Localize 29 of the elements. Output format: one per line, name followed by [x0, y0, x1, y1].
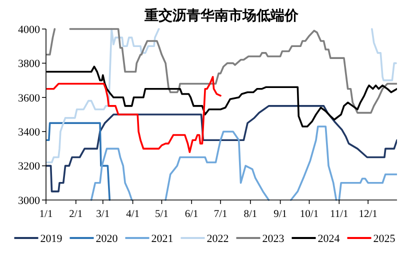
x-tick-label: 2/1 — [69, 209, 83, 220]
y-tick-label: 3600 — [18, 92, 40, 104]
legend-label: 2023 — [262, 232, 285, 245]
x-tick-label: 5/1 — [155, 209, 168, 220]
x-tick-label: 6/1 — [184, 209, 198, 220]
y-tick-label: 3400 — [18, 126, 40, 138]
x-tick-label: 1/1 — [39, 209, 53, 220]
x-tick-label: 12/1 — [358, 209, 378, 220]
legend-label: 2019 — [40, 232, 63, 245]
legend-label: 2021 — [151, 232, 174, 245]
x-tick-label: 9/1 — [274, 209, 288, 220]
x-tick-label: 10/1 — [300, 209, 319, 220]
x-tick-label: 3/1 — [96, 209, 110, 220]
y-tick-label: 3000 — [18, 194, 40, 207]
chart-title: 重交沥青华南市场低端价 — [144, 7, 300, 24]
y-tick-label: 3800 — [18, 58, 40, 70]
legend-label: 2022 — [206, 232, 229, 245]
y-tick-label: 3200 — [18, 160, 40, 173]
y-tick-label: 4000 — [18, 24, 40, 36]
x-tick-label: 4/1 — [126, 209, 140, 220]
legend-label: 2020 — [96, 232, 118, 245]
line-series — [46, 76, 222, 154]
legend-label: 2024 — [318, 232, 340, 245]
line-series — [46, 105, 397, 192]
x-tick-label: 11/1 — [330, 209, 348, 220]
legend-label: 2025 — [373, 232, 396, 245]
line-series — [46, 122, 111, 201]
x-tick-label: 7/1 — [214, 209, 228, 220]
x-tick-label: 8/1 — [244, 209, 258, 220]
